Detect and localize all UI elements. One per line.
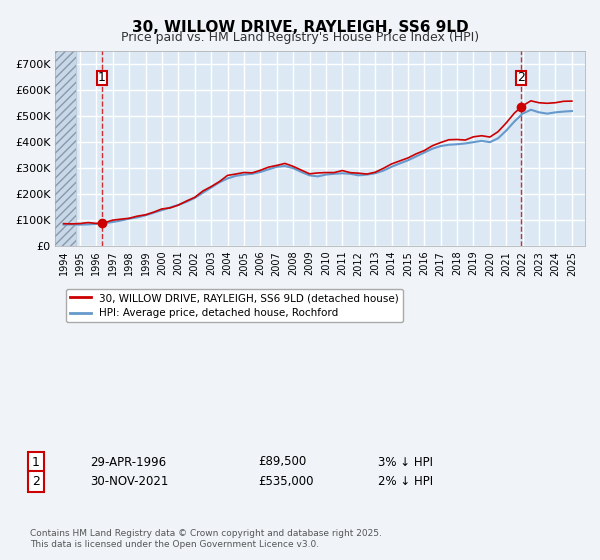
Legend: 30, WILLOW DRIVE, RAYLEIGH, SS6 9LD (detached house), HPI: Average price, detach: 30, WILLOW DRIVE, RAYLEIGH, SS6 9LD (det…: [66, 289, 403, 323]
Text: Contains HM Land Registry data © Crown copyright and database right 2025.
This d: Contains HM Land Registry data © Crown c…: [30, 529, 382, 549]
FancyBboxPatch shape: [97, 71, 107, 85]
Text: 1: 1: [98, 72, 106, 85]
Text: Price paid vs. HM Land Registry's House Price Index (HPI): Price paid vs. HM Land Registry's House …: [121, 31, 479, 44]
Text: 2: 2: [517, 72, 526, 85]
Text: 2: 2: [32, 475, 40, 488]
Text: 3% ↓ HPI: 3% ↓ HPI: [378, 455, 433, 469]
FancyBboxPatch shape: [517, 71, 526, 85]
Text: 2% ↓ HPI: 2% ↓ HPI: [378, 475, 433, 488]
Text: 30-NOV-2021: 30-NOV-2021: [90, 475, 169, 488]
Text: £535,000: £535,000: [258, 475, 314, 488]
Text: 1: 1: [32, 455, 40, 469]
Bar: [55, 52, 76, 246]
Text: 30, WILLOW DRIVE, RAYLEIGH, SS6 9LD: 30, WILLOW DRIVE, RAYLEIGH, SS6 9LD: [131, 20, 469, 35]
Bar: [55, 52, 76, 246]
Text: £89,500: £89,500: [258, 455, 306, 469]
Text: 29-APR-1996: 29-APR-1996: [90, 455, 166, 469]
